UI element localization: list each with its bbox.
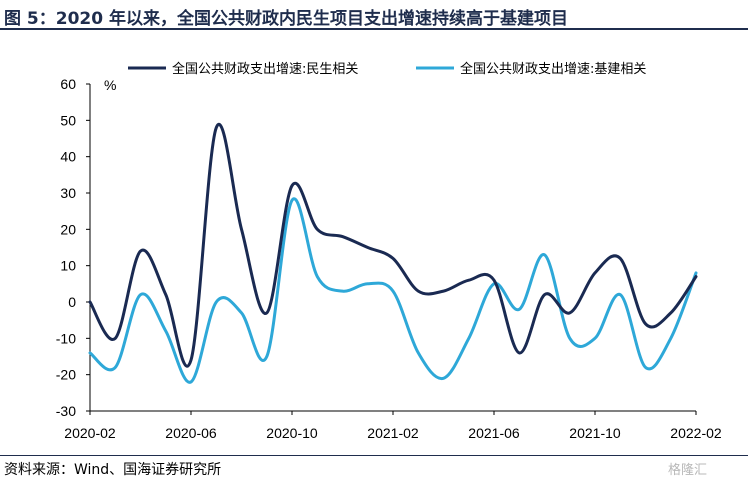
y-tick-label: 20	[60, 221, 76, 237]
x-tick-label: 2020-02	[64, 425, 116, 441]
source-rule	[0, 455, 748, 456]
series-line-1	[88, 123, 698, 368]
y-axis: -30 -20 -10 0 10 20 30 40 50 60%	[56, 76, 117, 419]
x-tick-label: 2020-06	[165, 425, 217, 441]
figure-title: 图 5：2020 年以来，全国公共财政内民生项目支出增速持续高于基建项目	[4, 9, 568, 29]
x-tick-label: 2021-06	[468, 425, 520, 441]
legend-label-2: 全国公共财政支出增速:基建相关	[460, 61, 646, 77]
y-tick-label: 0	[68, 294, 76, 310]
y-tick-label: 30	[60, 185, 76, 201]
y-tick-label: 50	[60, 112, 76, 128]
y-tick-label: 10	[60, 258, 76, 274]
y-tick-label: -20	[56, 367, 76, 383]
y-axis-unit: %	[104, 77, 116, 93]
y-tick-label: -10	[56, 330, 76, 346]
x-tick-label: 2020-10	[266, 425, 318, 441]
y-tick-label: 60	[60, 76, 76, 92]
source-note: 资料来源：Wind、国海证券研究所	[4, 462, 222, 478]
series-line-2	[88, 197, 698, 384]
plot-area	[88, 123, 698, 384]
x-tick-label: 2021-10	[569, 425, 621, 441]
legend-label-1: 全国公共财政支出增速:民生相关	[172, 61, 358, 77]
x-tick-label: 2022-02	[670, 425, 722, 441]
x-axis: 2020-02 2020-06 2020-10 2021-02 2021-06 2021-…	[64, 410, 722, 441]
chart-legend: 全国公共财政支出增速:民生相关 全国公共财政支出增速:基建相关	[128, 61, 646, 77]
y-tick-label: -30	[56, 403, 76, 419]
title-rule	[0, 28, 748, 30]
y-tick-label: 40	[60, 149, 76, 165]
watermark: 格隆汇	[668, 463, 708, 478]
x-tick-label: 2021-02	[367, 425, 419, 441]
